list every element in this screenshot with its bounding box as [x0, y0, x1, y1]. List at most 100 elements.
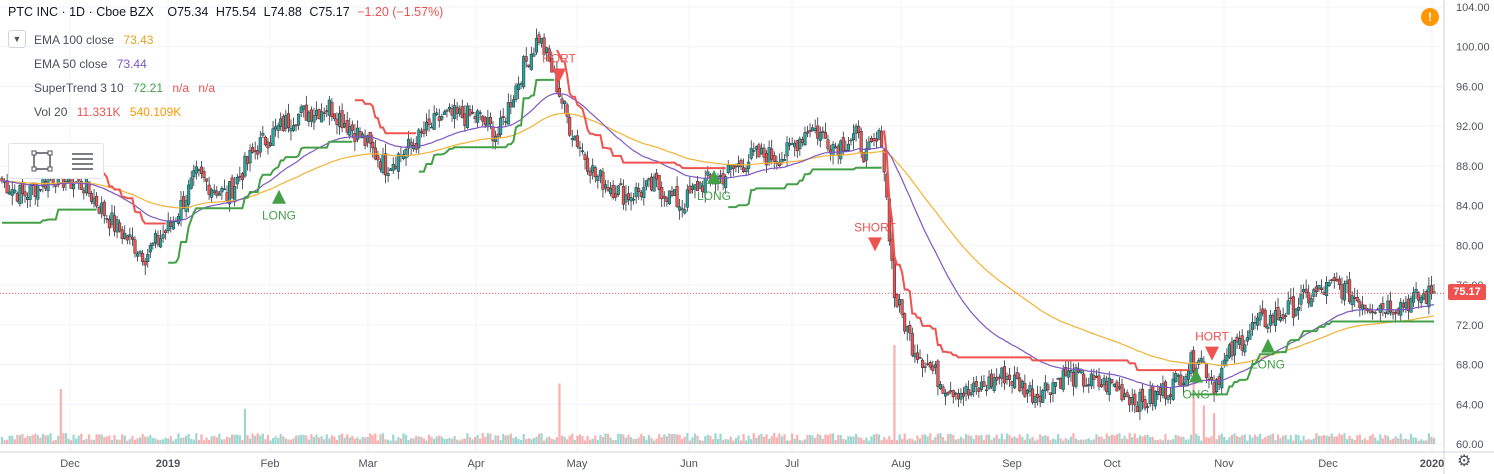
rectangle-tool-icon[interactable] — [29, 148, 55, 174]
candle-body — [744, 168, 748, 172]
volume-bar — [1305, 439, 1308, 444]
candle-body — [419, 131, 423, 134]
time-axis-label: Dec — [1318, 458, 1338, 470]
indicator-ema50[interactable]: EMA 50 close 73.44 — [34, 57, 153, 71]
candle-body — [317, 109, 321, 119]
candle-body — [1041, 390, 1045, 403]
volume-bar — [105, 436, 108, 444]
indicator-supertrend[interactable]: SuperTrend 3 10 72.21 n/a n/a — [34, 81, 221, 95]
candle-body — [621, 186, 625, 205]
volume-bar — [898, 434, 901, 444]
candle-body — [660, 187, 664, 200]
candle-body — [386, 173, 390, 176]
candle-body — [1161, 383, 1165, 396]
candle-body — [1166, 395, 1170, 400]
volume-bar — [642, 436, 645, 444]
candle-body — [18, 185, 22, 204]
candle-body — [1342, 283, 1347, 301]
candle-body — [984, 389, 989, 392]
volume-bar — [1128, 433, 1131, 444]
volume-bar — [865, 437, 868, 444]
volume-bar — [215, 437, 218, 444]
collapse-legend-button[interactable]: ▼ — [8, 30, 26, 48]
volume-bar — [433, 438, 436, 444]
candle-body — [353, 132, 357, 143]
volume-bar — [995, 434, 998, 444]
volume-label: Vol 20 — [34, 105, 68, 119]
volume-bar — [466, 433, 469, 444]
volume-bar — [364, 437, 367, 444]
volume-bar — [681, 438, 684, 444]
candle-body — [253, 150, 257, 152]
indicator-ema100[interactable]: EMA 100 close 73.43 — [34, 33, 159, 47]
volume-bar — [612, 440, 615, 444]
candle-body — [217, 192, 221, 196]
candle-body — [1215, 379, 1219, 393]
candle-body — [478, 112, 482, 114]
volume-bar — [458, 440, 461, 444]
indicator-volume[interactable]: Vol 20 11.331K 540.109K — [34, 105, 187, 119]
volume-bar — [182, 437, 185, 444]
volume-bar — [315, 434, 318, 444]
candle-body — [780, 158, 784, 163]
candle-body — [800, 139, 804, 143]
volume-bar — [1384, 434, 1387, 444]
candle-body — [499, 117, 503, 135]
gear-icon[interactable]: ⚙ — [1457, 453, 1472, 470]
candle-body — [271, 128, 275, 146]
candle-body — [322, 112, 326, 114]
volume-bar — [1415, 437, 1418, 444]
volume-bar — [374, 433, 377, 444]
volume-bar — [369, 433, 372, 444]
candle-body — [1015, 372, 1019, 379]
volume-bar — [118, 439, 121, 444]
volume-bar — [151, 437, 154, 444]
candle-body — [1271, 314, 1275, 323]
supertrend-na-2: n/a — [198, 81, 216, 95]
candle-body — [509, 102, 513, 108]
volume-bar — [543, 440, 546, 444]
volume-bar — [931, 439, 934, 444]
symbol-name[interactable]: PTC INC · 1D · Cboe BZX — [8, 5, 154, 19]
volume-bar — [1289, 435, 1292, 444]
volume-bar — [121, 434, 124, 444]
volume-bar — [205, 437, 208, 444]
candle-body — [135, 253, 140, 257]
candle-body — [808, 129, 812, 133]
candle-body — [995, 376, 999, 381]
candle-body — [813, 128, 817, 131]
volume-bar — [8, 435, 11, 444]
fib-retracement-tool-icon[interactable] — [69, 148, 95, 174]
volume-bar — [338, 434, 341, 444]
volume-bar — [854, 433, 858, 444]
volume-bar — [947, 434, 950, 444]
candle-body — [913, 353, 917, 358]
candle-body — [683, 209, 687, 214]
volume-bar — [793, 438, 796, 444]
volume-bar — [847, 436, 850, 444]
volume-bar — [722, 440, 725, 444]
candle-body — [1115, 381, 1119, 392]
volume-bar — [1322, 434, 1326, 444]
candle-body — [898, 299, 902, 306]
volume-bar — [279, 434, 282, 444]
warning-icon[interactable]: ! — [1421, 8, 1439, 26]
volume-bar — [41, 433, 45, 444]
volume-bar — [52, 440, 55, 444]
volume-bar — [878, 434, 881, 444]
volume-bar — [208, 439, 211, 444]
candle-body — [790, 143, 794, 145]
volume-bar — [502, 433, 505, 444]
volume-bar — [486, 433, 489, 444]
volume-bar — [719, 433, 722, 444]
time-axis-label: Jun — [680, 458, 698, 470]
volume-bar — [200, 434, 203, 444]
volume-bar — [796, 434, 799, 444]
volume-bar — [1422, 440, 1425, 444]
candle-body — [1192, 350, 1196, 372]
volume-bar — [808, 434, 812, 444]
short-signal-label: HORT — [542, 52, 576, 66]
candle-body — [1353, 297, 1357, 299]
volume-bar — [297, 435, 300, 444]
